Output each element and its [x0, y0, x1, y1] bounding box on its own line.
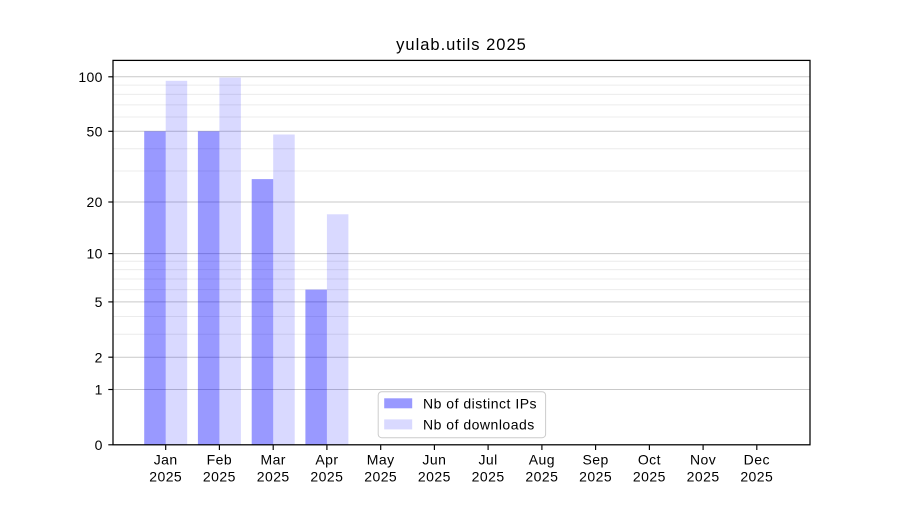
svg-text:Jun: Jun — [422, 452, 446, 468]
svg-text:Aug: Aug — [529, 452, 555, 468]
svg-text:Jul: Jul — [478, 452, 497, 468]
svg-text:2025: 2025 — [472, 469, 505, 485]
svg-text:2025: 2025 — [687, 469, 720, 485]
svg-text:2025: 2025 — [525, 469, 558, 485]
svg-text:Dec: Dec — [744, 452, 770, 468]
svg-text:2025: 2025 — [633, 469, 666, 485]
svg-text:0: 0 — [95, 437, 103, 453]
svg-text:Nb of distinct IPs: Nb of distinct IPs — [423, 395, 537, 411]
svg-text:Apr: Apr — [315, 452, 338, 468]
svg-text:2025: 2025 — [310, 469, 343, 485]
svg-text:2025: 2025 — [364, 469, 397, 485]
svg-text:Jan: Jan — [154, 452, 178, 468]
svg-text:20: 20 — [87, 194, 103, 210]
svg-text:Feb: Feb — [207, 452, 232, 468]
svg-text:50: 50 — [87, 123, 103, 139]
svg-text:2025: 2025 — [203, 469, 236, 485]
svg-text:Nov: Nov — [690, 452, 716, 468]
svg-text:2025: 2025 — [257, 469, 290, 485]
svg-text:2025: 2025 — [418, 469, 451, 485]
svg-text:Oct: Oct — [638, 452, 661, 468]
svg-text:yulab.utils 2025: yulab.utils 2025 — [396, 36, 527, 54]
svg-text:10: 10 — [87, 246, 103, 262]
svg-text:5: 5 — [95, 294, 103, 310]
svg-text:1: 1 — [95, 382, 103, 398]
svg-text:May: May — [367, 452, 395, 468]
svg-text:2: 2 — [95, 349, 103, 365]
svg-text:Nb of downloads: Nb of downloads — [423, 417, 535, 433]
svg-text:2025: 2025 — [740, 469, 773, 485]
svg-text:Mar: Mar — [260, 452, 285, 468]
svg-text:100: 100 — [78, 69, 102, 85]
svg-text:2025: 2025 — [149, 469, 182, 485]
svg-text:2025: 2025 — [579, 469, 612, 485]
svg-text:Sep: Sep — [582, 452, 608, 468]
